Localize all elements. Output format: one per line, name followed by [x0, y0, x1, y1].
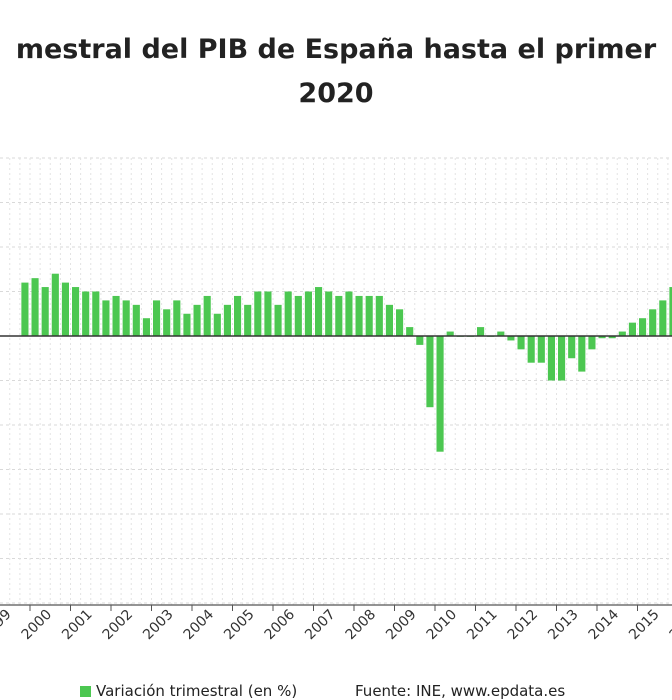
bar — [61, 282, 69, 336]
bar — [578, 336, 586, 372]
bar — [335, 295, 343, 336]
bar — [436, 336, 444, 452]
x-tick-label: 2011 — [464, 607, 501, 644]
bar — [446, 331, 454, 336]
legend-swatch — [80, 686, 91, 697]
bar — [598, 336, 606, 339]
bar — [51, 273, 59, 336]
x-tick-label: 1999 — [0, 607, 15, 644]
legend: Variación trimestral (en %) — [80, 682, 297, 700]
bar — [547, 336, 555, 381]
bar — [659, 300, 667, 336]
bar — [153, 300, 161, 336]
axes-group — [0, 335, 672, 611]
bar — [497, 331, 505, 336]
x-tick-label: 2009 — [383, 607, 420, 644]
bar — [294, 295, 302, 336]
bar — [345, 291, 353, 336]
bar — [558, 336, 566, 381]
bar — [537, 336, 545, 363]
bar — [163, 309, 171, 336]
x-tick-label: 2005 — [221, 607, 258, 644]
bar — [132, 304, 140, 336]
x-tick-label: 2004 — [181, 606, 218, 643]
x-tick-label: 2000 — [19, 607, 56, 644]
x-tick-label: 2007 — [302, 607, 339, 644]
bar — [254, 291, 262, 336]
x-tick-label: 2002 — [100, 607, 137, 644]
grid-lines — [0, 157, 672, 605]
x-tick-label: 2006 — [262, 606, 299, 643]
bar — [315, 287, 323, 336]
bar — [406, 327, 414, 336]
bar — [142, 318, 150, 336]
bar — [355, 295, 363, 336]
bar — [203, 295, 211, 336]
bar — [244, 304, 252, 336]
legend-label: Variación trimestral (en %) — [96, 682, 298, 700]
bar — [365, 295, 373, 336]
x-tick-label: 2003 — [140, 607, 177, 644]
bar — [396, 309, 404, 336]
bar — [568, 336, 576, 359]
x-tick-label: 2008 — [343, 607, 380, 644]
bar — [588, 336, 596, 350]
bar — [31, 278, 39, 336]
bar — [213, 313, 221, 336]
bar — [264, 291, 272, 336]
bar — [325, 291, 333, 336]
bar — [507, 336, 515, 341]
bar — [274, 304, 282, 336]
bar — [517, 336, 525, 350]
chart-title-line1: mestral del PIB de España hasta el prime… — [15, 34, 657, 65]
bar — [21, 282, 29, 336]
bar — [618, 331, 626, 336]
bar — [284, 291, 292, 336]
bar — [102, 300, 110, 336]
bar — [234, 295, 242, 336]
source-note: Fuente: INE, www.epdata.es — [355, 682, 566, 700]
bar — [669, 287, 672, 336]
bar — [41, 287, 49, 336]
x-tick-label: 2012 — [505, 607, 542, 644]
x-tick-label: 2015 — [626, 607, 663, 644]
bar — [72, 287, 80, 336]
bar — [527, 336, 535, 363]
x-tick-labels: 1999 2000 2001 2002 2003 2004 2005 2006 2007 2008… — [0, 606, 672, 643]
x-tick-label: 2010 — [424, 607, 461, 644]
bar — [608, 336, 616, 339]
x-tick-label: 2013 — [545, 607, 582, 644]
bar — [82, 291, 90, 336]
bar — [122, 300, 130, 336]
bar — [183, 313, 191, 336]
x-tick-label: 2014 — [586, 606, 623, 643]
bar — [477, 327, 485, 336]
bar — [112, 295, 120, 336]
bar — [628, 322, 636, 336]
bar — [426, 336, 434, 408]
x-tick-label: 2001 — [59, 607, 96, 644]
chart-title-line2: 2020 — [298, 78, 374, 109]
bar — [639, 318, 647, 336]
x-tick-label: 2016 — [667, 606, 672, 643]
bar — [375, 295, 383, 336]
bar — [193, 304, 201, 336]
bars-group — [21, 273, 672, 452]
bar — [304, 291, 312, 336]
bar — [173, 300, 181, 336]
bar — [416, 336, 424, 345]
bar — [385, 304, 393, 336]
bar — [649, 309, 657, 336]
bar — [92, 291, 100, 336]
bar — [223, 304, 231, 336]
